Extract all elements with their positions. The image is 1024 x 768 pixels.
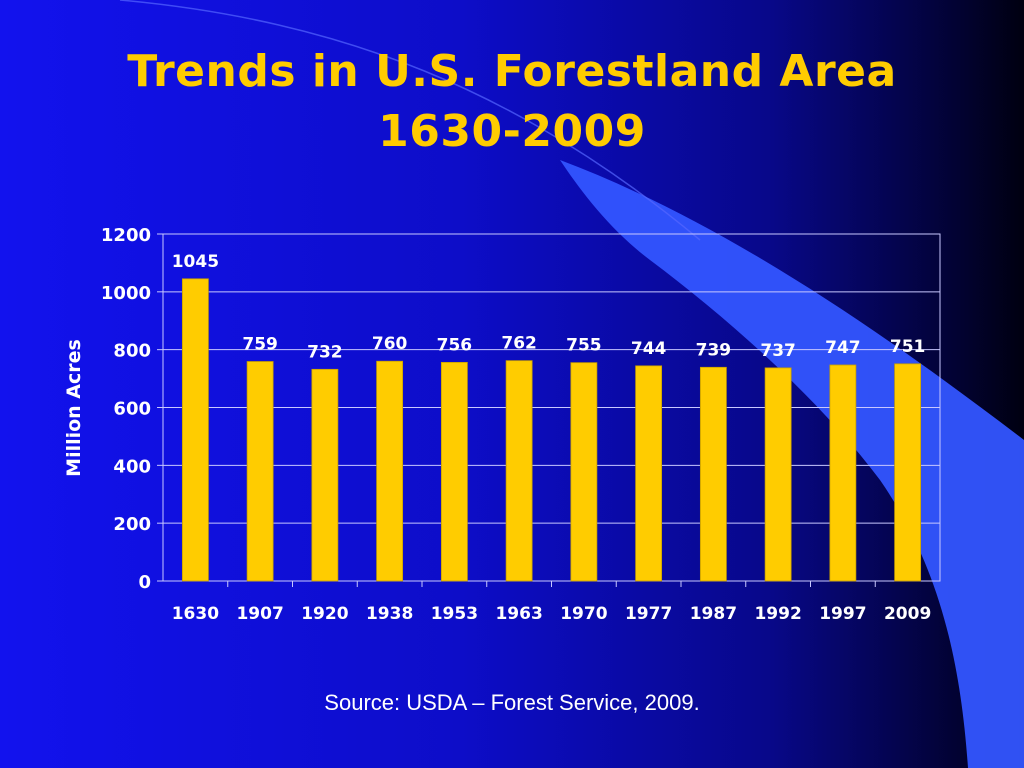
- bar-1938: [376, 360, 404, 582]
- x-tick-label-1907: 1907: [236, 604, 283, 624]
- x-tick-label-1938: 1938: [366, 604, 413, 624]
- swoosh-shape: [560, 160, 1024, 768]
- x-tick-label-1920: 1920: [301, 604, 348, 624]
- data-label-1977: 744: [631, 339, 667, 359]
- data-label-2009: 751: [890, 337, 926, 357]
- y-tick-label: 1000: [101, 283, 151, 304]
- data-label-1920: 732: [307, 342, 343, 362]
- data-label-1953: 756: [437, 335, 473, 355]
- data-label-1992: 737: [760, 341, 796, 361]
- slide-title: Trends in U.S. Forestland Area: [127, 46, 897, 97]
- bar-1992: [764, 367, 792, 582]
- x-tick-label-1997: 1997: [819, 604, 866, 624]
- x-tick-label-1977: 1977: [625, 604, 672, 624]
- data-label-1997: 747: [825, 338, 861, 358]
- x-axis-ticks: 1630 1907 1920 1938 1953 1963 1970 1977 1987 1992…: [172, 581, 931, 624]
- bar-2009: [894, 363, 922, 582]
- y-tick-label: 200: [113, 514, 151, 535]
- y-axis-ticks: 0 200 400 600 800 1000 1200: [101, 225, 163, 593]
- bar-1987: [699, 366, 727, 582]
- x-tick-label-1630: 1630: [172, 604, 219, 624]
- data-label-1970: 755: [566, 336, 602, 356]
- data-label-1630: 1045: [172, 252, 219, 272]
- data-label-1907: 759: [242, 335, 278, 355]
- y-tick-label: 400: [113, 456, 151, 477]
- bar-1907: [246, 361, 274, 582]
- y-tick-label: 1200: [101, 225, 151, 246]
- x-tick-label-1992: 1992: [754, 604, 801, 624]
- bar-1963: [505, 360, 533, 582]
- y-tick-label: 600: [113, 399, 151, 420]
- bar-1997: [829, 364, 857, 582]
- data-labels: 1045 759 732 760 756 762 755 744 739 737 747 751: [172, 252, 926, 363]
- bars: [181, 278, 922, 582]
- x-tick-label-1953: 1953: [431, 604, 478, 624]
- data-label-1963: 762: [501, 334, 537, 354]
- x-tick-label-1963: 1963: [495, 604, 542, 624]
- y-tick-label: 800: [113, 341, 151, 362]
- bar-1977: [635, 365, 663, 582]
- bar-1630: [181, 278, 209, 582]
- x-tick-label-2009: 2009: [884, 604, 931, 624]
- y-axis-label: Million Acres: [63, 339, 85, 477]
- data-label-1938: 760: [372, 334, 408, 354]
- data-label-1987: 739: [696, 340, 732, 360]
- x-tick-label-1970: 1970: [560, 604, 607, 624]
- bar-1953: [440, 361, 468, 582]
- source-note: Source: USDA – Forest Service, 2009.: [324, 690, 700, 715]
- swoosh-highlight-line: [119, 0, 701, 241]
- bar-1970: [570, 362, 598, 582]
- bar-1920: [311, 368, 339, 582]
- slide-subtitle: 1630-2009: [378, 106, 646, 157]
- x-tick-label-1987: 1987: [690, 604, 737, 624]
- y-tick-label: 0: [138, 572, 151, 593]
- grid-layer: [163, 233, 940, 582]
